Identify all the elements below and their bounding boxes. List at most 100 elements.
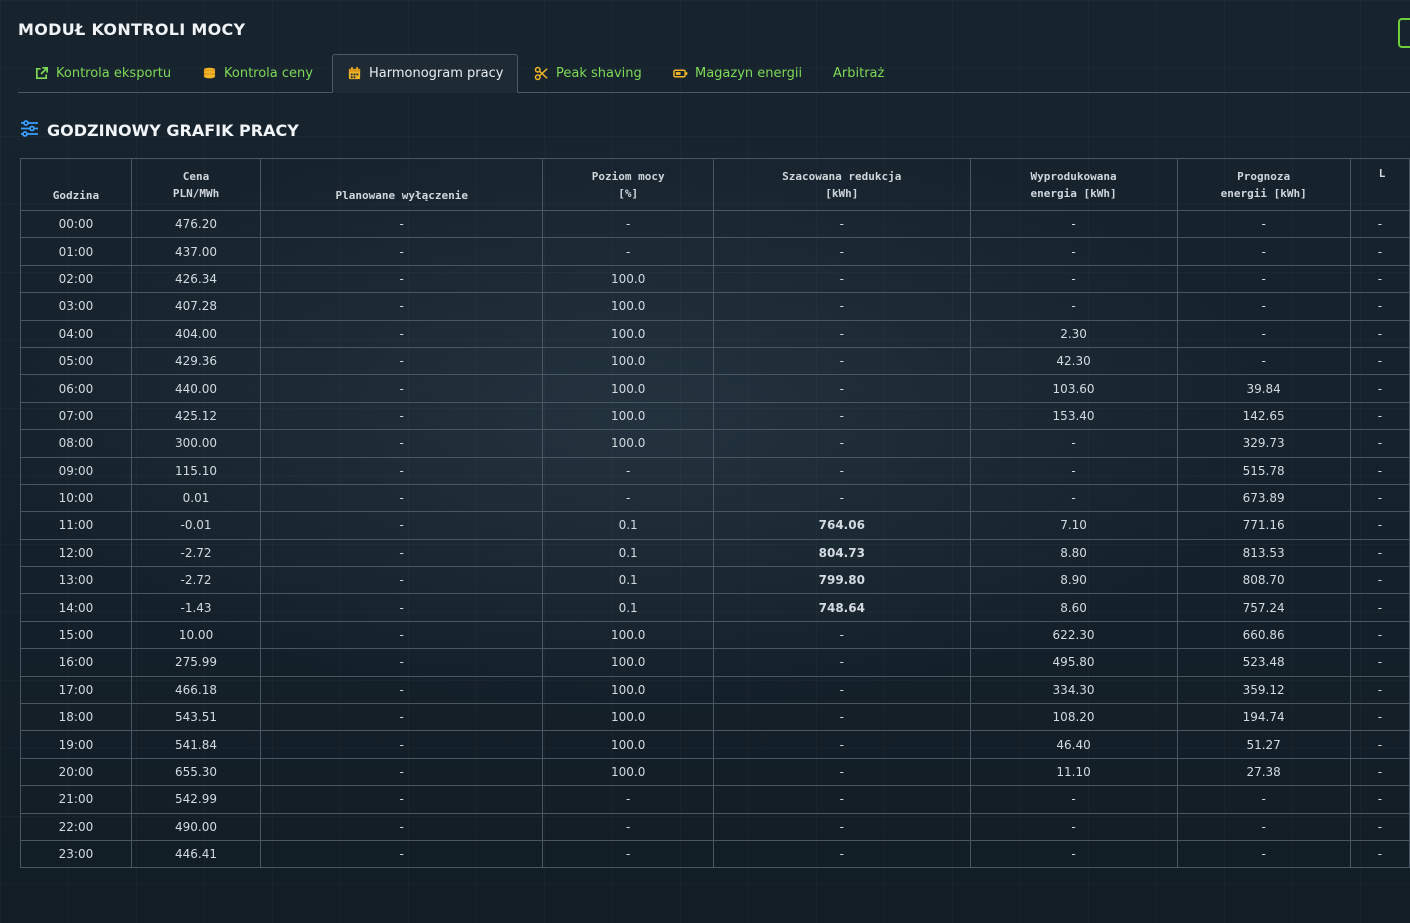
cell-cena: 426.34 <box>130 264 262 294</box>
table-row: 08:00 300.00-100.0- -329.73- <box>20 429 1410 458</box>
cell-planowane-wylaczenie: - <box>260 319 544 348</box>
cell-wyprodukowana-energia: 622.30 <box>969 620 1178 650</box>
table-row: 14:00 -1.43-0.1 748.64 8.60 757.24- <box>20 593 1410 622</box>
cell-prognoza-energii: 813.53 <box>1176 538 1351 568</box>
cell-poziom-mocy: - <box>542 812 715 841</box>
table-row: 01:00 437.00- - - - - - <box>20 237 1410 266</box>
cell-prognoza-energii: 51.27 <box>1176 730 1351 759</box>
header-prognoza-energii: Prognoza energii [kWh] <box>1176 158 1351 211</box>
table-row: 04:00 404.00-100.0-2.30- - <box>20 319 1410 348</box>
cell-prognoza-energii: 808.70 <box>1176 566 1351 595</box>
tab-label: Arbitraż <box>833 65 885 81</box>
cell-szacowana-redukcja: - <box>713 346 971 376</box>
cell-szacowana-redukcja: - <box>713 456 971 485</box>
table-row: 11:00 -0.01-0.1 764.06 7.10 771.16- <box>20 511 1410 540</box>
cell-cena: 10.00 <box>130 620 262 650</box>
cell-prognoza-energii: - <box>1176 209 1351 239</box>
cell-planowane-wylaczenie: - <box>260 401 544 431</box>
cell-cena: -2.72 <box>130 566 262 595</box>
cell-poziom-mocy: - <box>542 209 715 239</box>
cell-cena: 476.20 <box>130 209 262 239</box>
table-row: 03:00 407.28-100.0- - - - <box>20 292 1410 321</box>
cell-planowane-wylaczenie: - <box>260 346 544 376</box>
cell-poziom-mocy: 100.0 <box>542 620 715 650</box>
cell-godzina: 09:00 <box>20 456 132 485</box>
cell-cena: 437.00 <box>130 237 262 266</box>
cell-cena: 541.84 <box>130 730 262 759</box>
tab-magazyn-energii[interactable]: Magazyn energii <box>659 54 816 92</box>
cell-prognoza-energii: 39.84 <box>1176 374 1351 403</box>
cell-planowane-wylaczenie: - <box>260 456 544 485</box>
section-heading: GODZINOWY GRAFIK PRACY <box>20 120 299 141</box>
cell-wyprodukowana-energia: 334.30 <box>969 675 1178 705</box>
cell-poziom-mocy: 0.1 <box>542 538 715 568</box>
cell-planowane-wylaczenie: - <box>260 620 544 650</box>
cell-godzina: 12:00 <box>20 538 132 568</box>
cell-godzina: 14:00 <box>20 593 132 622</box>
cell-szacowana-redukcja: 799.80 <box>713 566 971 595</box>
cell-prognoza-energii: - <box>1176 812 1351 841</box>
cell-wyprodukowana-energia: - <box>969 237 1178 266</box>
cell-wyprodukowana-energia: 8.90 <box>969 566 1178 595</box>
header-planowane-wylaczenie: Planowane wyłączenie <box>260 158 544 211</box>
cell-wyprodukowana-energia: 153.40 <box>969 401 1178 431</box>
cell-truncated: - <box>1349 757 1410 787</box>
cell-cena: -1.43 <box>130 593 262 622</box>
cell-szacowana-redukcja: - <box>713 839 971 869</box>
cell-truncated: - <box>1349 839 1410 869</box>
corner-action-button[interactable] <box>1398 18 1410 48</box>
cell-godzina: 01:00 <box>20 237 132 266</box>
cell-wyprodukowana-energia: 7.10 <box>969 511 1178 540</box>
cell-planowane-wylaczenie: - <box>260 812 544 841</box>
table-row: 06:00 440.00-100.0-103.60 39.84- <box>20 374 1410 403</box>
cell-szacowana-redukcja: - <box>713 620 971 650</box>
cell-truncated: - <box>1349 456 1410 485</box>
cell-godzina: 13:00 <box>20 566 132 595</box>
tab-harmonogram-pracy[interactable]: Harmonogram pracy <box>332 54 519 93</box>
cell-szacowana-redukcja: - <box>713 757 971 787</box>
header-wyprodukowana-energia: Wyprodukowana energia [kWh] <box>969 158 1178 211</box>
cell-planowane-wylaczenie: - <box>260 209 544 239</box>
cell-szacowana-redukcja: - <box>713 374 971 403</box>
header-cena: Cena PLN/MWh <box>130 158 262 211</box>
cell-truncated: - <box>1349 566 1410 595</box>
cell-cena: 275.99 <box>130 648 262 677</box>
cell-truncated: - <box>1349 538 1410 568</box>
cell-prognoza-energii: - <box>1176 839 1351 869</box>
tab-arbitraz[interactable]: Arbitraż <box>819 54 898 92</box>
cell-godzina: 06:00 <box>20 374 132 403</box>
cell-wyprodukowana-energia: 42.30 <box>969 346 1178 376</box>
tab-kontrola-eksportu[interactable]: Kontrola eksportu <box>20 54 185 92</box>
tab-kontrola-ceny[interactable]: Kontrola ceny <box>188 54 327 92</box>
cell-wyprodukowana-energia: - <box>969 785 1178 814</box>
cell-truncated: - <box>1349 237 1410 266</box>
cell-planowane-wylaczenie: - <box>260 292 544 321</box>
cell-cena: 407.28 <box>130 292 262 321</box>
schedule-table: Godzina Cena PLN/MWh Planowane wyłączenie… <box>20 158 1410 869</box>
cell-prognoza-energii: 660.86 <box>1176 620 1351 650</box>
cell-poziom-mocy: 100.0 <box>542 346 715 376</box>
cell-prognoza-energii: 27.38 <box>1176 757 1351 787</box>
table-row: 17:00 466.18-100.0-334.30 359.12- <box>20 675 1410 705</box>
cell-truncated: - <box>1349 209 1410 239</box>
tab-label: Kontrola ceny <box>224 65 313 81</box>
cell-szacowana-redukcja: - <box>713 292 971 321</box>
cell-cena: 300.00 <box>130 429 262 458</box>
cell-truncated: - <box>1349 401 1410 431</box>
table-row: 18:00 543.51-100.0-108.20 194.74- <box>20 703 1410 732</box>
cell-planowane-wylaczenie: - <box>260 757 544 787</box>
cell-szacowana-redukcja: 748.64 <box>713 593 971 622</box>
battery-icon <box>673 66 688 81</box>
cell-poziom-mocy: 100.0 <box>542 374 715 403</box>
cell-wyprodukowana-energia: - <box>969 209 1178 239</box>
cell-wyprodukowana-energia: 46.40 <box>969 730 1178 759</box>
cell-poziom-mocy: 100.0 <box>542 703 715 732</box>
cell-prognoza-energii: - <box>1176 319 1351 348</box>
tab-peak-shaving[interactable]: Peak shaving <box>520 54 656 92</box>
cell-prognoza-energii: 194.74 <box>1176 703 1351 732</box>
cell-cena: -0.01 <box>130 511 262 540</box>
cell-truncated: - <box>1349 292 1410 321</box>
cell-truncated: - <box>1349 264 1410 294</box>
table-row: 05:00 429.36-100.0-42.30- - <box>20 346 1410 376</box>
cell-szacowana-redukcja: - <box>713 237 971 266</box>
